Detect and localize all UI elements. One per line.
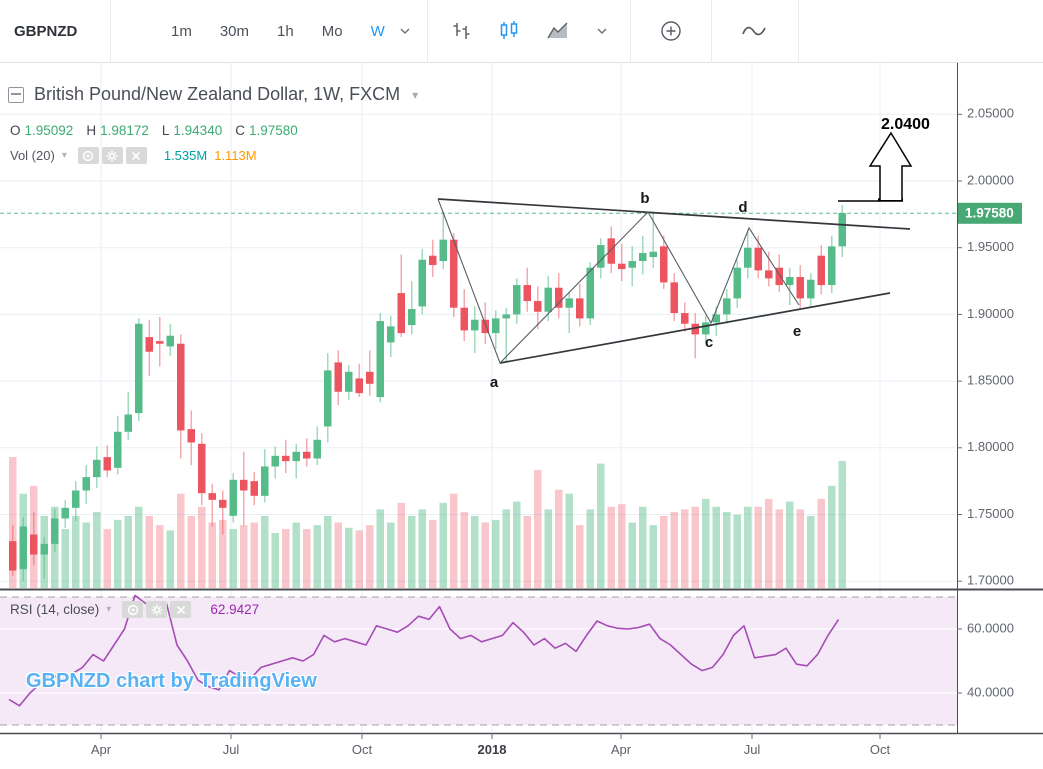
candles-style-icon[interactable]: [498, 20, 520, 42]
interval-30m-button[interactable]: 30m: [219, 22, 250, 40]
ohlc-readout: O 1.95092 H 1.98172 L 1.94340 C 1.97580: [10, 123, 298, 138]
bars-style-icon[interactable]: [450, 20, 472, 42]
svg-text:1.80000: 1.80000: [967, 439, 1014, 454]
svg-text:1.90000: 1.90000: [967, 306, 1014, 321]
pattern-letter-d: d: [738, 199, 747, 216]
rsi-visibility-icon[interactable]: [122, 601, 144, 618]
pattern-letter-e: e: [793, 323, 801, 340]
symbol-button[interactable]: GBPNZD: [14, 22, 78, 40]
interval-group: 1m 30m 1h Mo W: [111, 23, 399, 40]
area-style-icon[interactable]: [546, 20, 570, 42]
tradingview-watermark: GBPNZD chart by TradingView: [26, 670, 317, 692]
toolbar-separator: [426, 0, 428, 62]
rsi-dropdown-icon[interactable]: ▾: [106, 604, 112, 615]
line-tool-icon[interactable]: [712, 21, 798, 41]
volume-indicator-row: Vol (20) ▾ 1.535M 1.113M: [10, 147, 257, 164]
top-toolbar: GBPNZD 1m 30m 1h Mo W: [0, 0, 1043, 63]
compare-add-icon[interactable]: [631, 19, 711, 43]
svg-text:60.0000: 60.0000: [967, 620, 1014, 635]
time-scale[interactable]: Apr Jul Oct 2018 Apr Jul Oct: [0, 733, 1043, 769]
interval-mo-button[interactable]: Mo: [321, 22, 343, 40]
interval-dropdown-icon[interactable]: [399, 27, 427, 35]
volume-settings-gear-icon[interactable]: [101, 147, 123, 164]
price-scale[interactable]: 2.05000 2.00000 1.95000 1.90000 1.85000 1.800…: [957, 63, 1043, 733]
svg-text:Oct: Oct: [352, 742, 373, 757]
volume-bars: [9, 457, 846, 588]
rsi-indicator-controls: [122, 601, 192, 618]
pattern-letter-a: a: [490, 374, 499, 391]
pattern-letter-b: b: [640, 190, 649, 207]
svg-text:2.05000: 2.05000: [967, 106, 1014, 121]
rsi-indicator-label: RSI (14, close): [10, 602, 100, 617]
rsi-band: [0, 596, 957, 726]
interval-1h-button[interactable]: 1h: [277, 22, 294, 40]
svg-text:2.00000: 2.00000: [967, 172, 1014, 187]
close-readout: C 1.97580: [235, 123, 298, 138]
pattern-letter-c: c: [705, 334, 713, 351]
volume-indicator-controls: [77, 147, 147, 164]
svg-text:Oct: Oct: [870, 742, 891, 757]
chart-legend: British Pound/New Zealand Dollar, 1W, FX…: [8, 84, 418, 105]
svg-text:Jul: Jul: [223, 742, 240, 757]
svg-text:1.97580: 1.97580: [965, 205, 1014, 220]
pane-frame: [0, 63, 1043, 735]
open-readout: O 1.95092: [10, 123, 74, 138]
rsi-value: 62.9427: [210, 602, 260, 617]
svg-text:1.75000: 1.75000: [967, 506, 1014, 521]
volume-ma-value: 1.535M: [163, 148, 208, 163]
chart-title-dropdown-icon[interactable]: ▾: [412, 87, 419, 102]
interval-1m-button[interactable]: 1m: [171, 22, 192, 40]
toolbar-separator: [710, 0, 712, 62]
svg-text:1.95000: 1.95000: [967, 239, 1014, 254]
svg-text:1.70000: 1.70000: [967, 573, 1014, 588]
volume-close-icon[interactable]: [125, 147, 147, 164]
toolbar-separator: [629, 0, 631, 62]
svg-text:40.0000: 40.0000: [967, 684, 1014, 699]
chart-title[interactable]: British Pound/New Zealand Dollar, 1W, FX…: [34, 84, 401, 104]
rsi-settings-gear-icon[interactable]: [146, 601, 168, 618]
style-dropdown-icon[interactable]: [596, 27, 608, 35]
rsi-indicator-row: RSI (14, close) ▾ 62.9427: [10, 601, 259, 618]
pattern-annotations: a b c d e 2.0400: [437, 116, 930, 391]
rsi-close-icon[interactable]: [170, 601, 192, 618]
svg-text:1.85000: 1.85000: [967, 373, 1014, 388]
volume-visibility-icon[interactable]: [77, 147, 99, 164]
volume-indicator-label: Vol (20): [10, 148, 55, 163]
price-target-label: 2.0400: [881, 116, 930, 133]
svg-text:Jul: Jul: [744, 742, 761, 757]
candles: [9, 205, 846, 582]
svg-text:Apr: Apr: [611, 742, 632, 757]
last-price-tag: 1.97580: [958, 202, 1022, 224]
up-arrow-annotation: [868, 131, 913, 200]
high-readout: H 1.98172: [86, 123, 149, 138]
chart-style-group: [428, 20, 630, 42]
volume-dropdown-icon[interactable]: ▾: [61, 150, 67, 161]
collapse-pane-icon[interactable]: [8, 86, 24, 103]
interval-w-button[interactable]: W: [370, 22, 385, 40]
toolbar-separator: [110, 0, 111, 62]
svg-text:Apr: Apr: [91, 742, 112, 757]
toolbar-separator: [797, 0, 799, 62]
volume-value: 1.113M: [214, 148, 257, 163]
low-readout: L 1.94340: [161, 123, 223, 138]
svg-text:2018: 2018: [478, 742, 507, 757]
